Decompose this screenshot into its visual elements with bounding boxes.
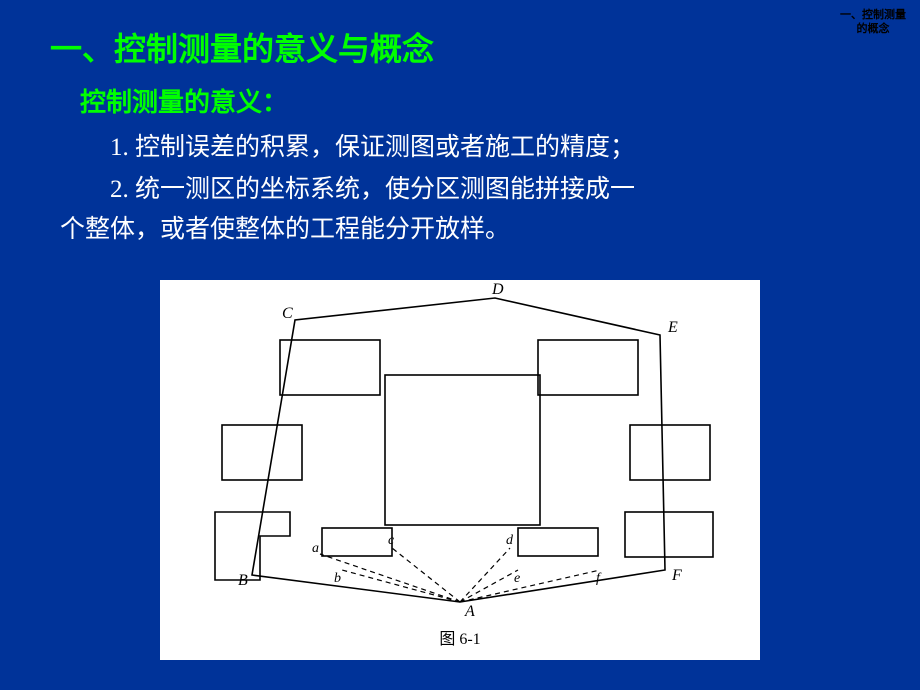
body-line-2: 2. 统一测区的坐标系统，使分区测图能拼接成一	[60, 170, 880, 210]
diagram-figure: A B C D E Fab c d e f 图 6-1	[160, 280, 760, 660]
svg-text:B: B	[238, 572, 248, 589]
svg-text:C: C	[282, 305, 293, 322]
svg-text:F: F	[671, 567, 682, 584]
corner-label: 一、控制测量的概念	[838, 8, 908, 37]
slide-subtitle: 控制测量的意义：	[80, 82, 288, 119]
svg-text:a: a	[312, 541, 319, 556]
svg-text:图 6-1: 图 6-1	[439, 631, 480, 648]
svg-text:f: f	[596, 571, 602, 586]
body-line-1: 1. 控制误差的积累，保证测图或者施工的精度；	[60, 128, 880, 168]
svg-text:e: e	[514, 571, 520, 586]
diagram-svg: A B C D E Fab c d e f 图 6-1	[160, 280, 760, 660]
svg-text:D: D	[491, 281, 504, 298]
body-line-3: 个整体，或者使整体的工程能分开放样。	[60, 210, 880, 250]
svg-text:b: b	[334, 571, 341, 586]
svg-text:d: d	[506, 533, 514, 548]
svg-text:A: A	[464, 603, 475, 620]
svg-text:c: c	[388, 533, 395, 548]
slide-title: 一、控制测量的意义与概念	[50, 24, 434, 70]
svg-text:E: E	[667, 319, 678, 336]
